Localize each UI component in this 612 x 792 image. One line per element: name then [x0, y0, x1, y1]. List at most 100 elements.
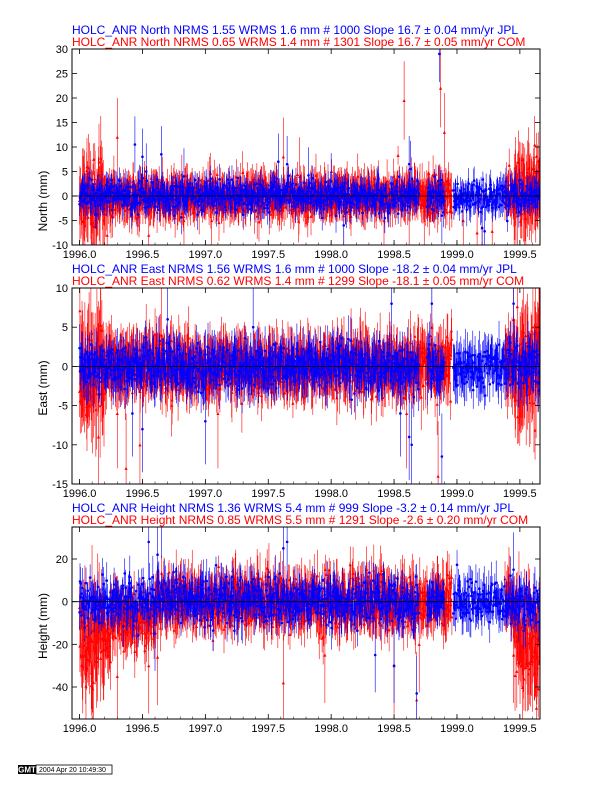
data-point: [313, 184, 317, 188]
data-point: [358, 200, 361, 203]
x-tick-label: 1996.0: [63, 249, 97, 261]
data-point: [322, 207, 326, 211]
data-point: [110, 208, 114, 212]
data-point: [223, 184, 226, 187]
data-point: [110, 178, 113, 182]
data-point: [215, 211, 218, 214]
data-point: [526, 205, 530, 208]
data-point: [480, 226, 484, 230]
data-point: [535, 181, 538, 184]
data-point: [474, 201, 477, 204]
data-point: [430, 207, 434, 211]
data-point: [154, 191, 158, 194]
data-point: [78, 309, 82, 313]
data-point: [314, 190, 318, 194]
data-point: [443, 207, 448, 211]
data-point: [267, 211, 271, 214]
data-point: [105, 181, 109, 184]
data-point: [223, 197, 227, 201]
data-point: [324, 180, 328, 184]
data-point: [395, 185, 399, 189]
data-point: [90, 178, 93, 182]
data-point: [456, 182, 459, 186]
data-point: [307, 174, 310, 177]
data-point: [417, 192, 421, 195]
y-tick-label: 0: [62, 191, 68, 203]
data-point: [253, 183, 256, 187]
data-point: [144, 170, 148, 173]
data-point: [363, 192, 366, 195]
data-point: [257, 199, 261, 203]
data-point: [415, 201, 419, 205]
data-point: [170, 197, 174, 201]
data-point: [483, 229, 486, 233]
data-point: [261, 201, 265, 205]
data-point: [86, 215, 90, 219]
data-point: [500, 203, 503, 207]
data-point: [334, 214, 338, 218]
data-point: [128, 195, 132, 199]
data-point: [327, 184, 330, 188]
data-point: [518, 198, 522, 202]
north-series-jpl: [78, 49, 540, 245]
data-point: [472, 183, 475, 187]
data-point: [308, 181, 312, 185]
data-point: [145, 179, 149, 183]
data-point: [195, 183, 199, 186]
data-point: [533, 188, 536, 191]
data-point: [422, 209, 426, 213]
data-point: [285, 198, 289, 202]
x-tick-label: 1999.5: [503, 249, 537, 261]
data-point: [210, 218, 214, 223]
data-point: [160, 153, 163, 156]
data-point: [92, 187, 95, 191]
data-point: [243, 202, 247, 205]
data-point: [244, 188, 248, 192]
data-point: [535, 205, 539, 209]
data-point: [105, 233, 109, 237]
data-point: [95, 212, 98, 216]
data-point: [259, 204, 263, 208]
data-point: [162, 189, 166, 192]
data-point: [528, 202, 532, 205]
x-tick-label: 1998.0: [314, 249, 348, 261]
data-point: [345, 211, 348, 214]
data-point: [193, 178, 197, 182]
data-point: [432, 209, 436, 212]
data-point: [523, 201, 527, 204]
data-point: [253, 191, 257, 195]
data-point: [441, 190, 444, 194]
data-point: [254, 209, 258, 212]
data-point: [490, 229, 494, 233]
data-point: [218, 178, 221, 181]
data-point: [517, 179, 521, 182]
data-point: [295, 172, 300, 177]
x-tick-label: 1999.0: [440, 249, 474, 261]
data-point: [514, 183, 517, 187]
data-point: [440, 178, 444, 182]
data-point: [230, 210, 235, 214]
data-point: [86, 184, 90, 187]
data-point: [259, 183, 262, 187]
data-point: [497, 205, 501, 209]
data-point: [469, 199, 473, 202]
data-point: [234, 208, 237, 212]
data-point: [98, 203, 102, 207]
data-point: [287, 201, 291, 204]
y-tick-label: 30: [56, 44, 68, 56]
data-point: [285, 162, 289, 166]
data-point: [439, 183, 442, 187]
data-point: [431, 196, 435, 200]
data-point: [233, 201, 237, 205]
data-point: [241, 213, 245, 217]
data-point: [403, 207, 408, 212]
data-point: [355, 204, 359, 207]
y-tick-label: -5: [58, 216, 68, 228]
data-point: [141, 155, 144, 159]
x-tick-label: 1997.5: [251, 249, 285, 261]
data-point: [525, 184, 529, 188]
data-point: [445, 210, 449, 214]
data-point: [97, 160, 101, 164]
data-point: [533, 143, 537, 147]
data-point: [144, 191, 148, 194]
